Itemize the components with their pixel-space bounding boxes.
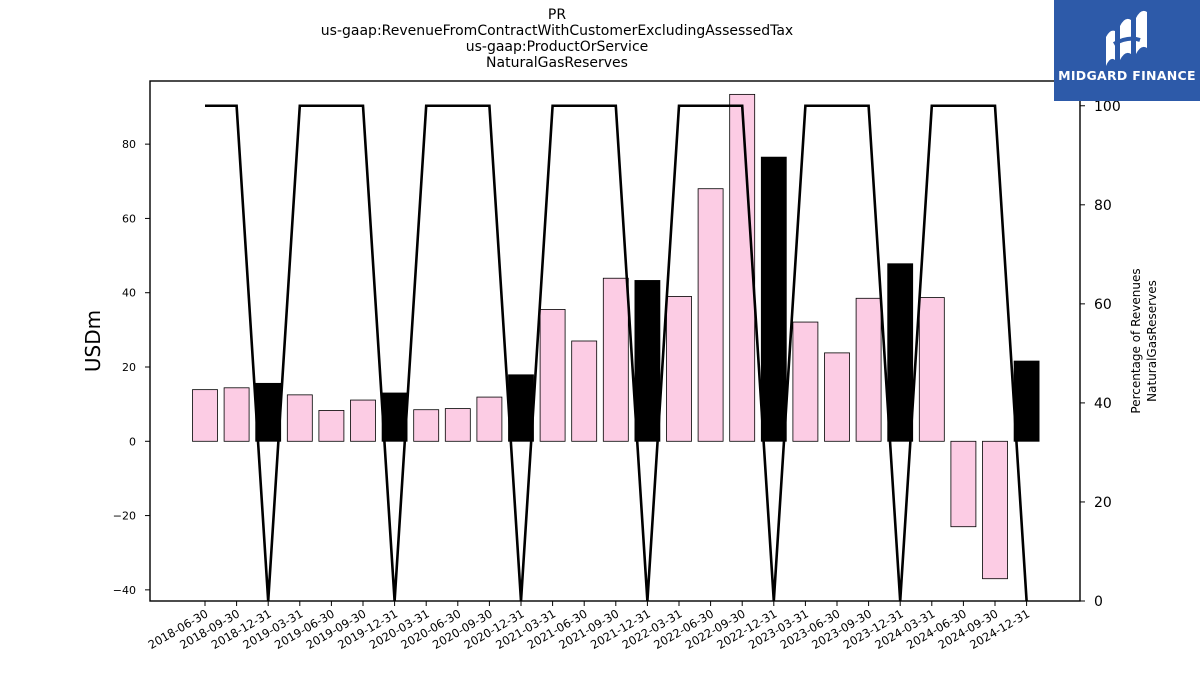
- y-tick-label: 80: [122, 138, 136, 151]
- y2-tick-label: 0: [1094, 594, 1103, 610]
- bar: [1013, 360, 1040, 442]
- y-axis-label: USDm: [81, 310, 105, 372]
- bar: [350, 399, 376, 442]
- bar: [413, 409, 440, 442]
- bar: [918, 297, 945, 442]
- bar: [697, 188, 724, 442]
- logo-text: MIDGARD FINANCE: [1058, 68, 1196, 83]
- bar: [602, 277, 629, 442]
- bar: [255, 382, 282, 442]
- bar: [824, 352, 850, 442]
- bar: [223, 387, 250, 442]
- logo-mark-icon: [1106, 10, 1147, 67]
- title-line-3: us-gaap:ProductOrService: [465, 39, 649, 55]
- y-tick-label: −40: [113, 584, 136, 597]
- bar: [539, 309, 566, 442]
- y2-axis-label-line-1: Percentage of Revenues: [1129, 268, 1143, 413]
- bar: [381, 392, 408, 442]
- title-line-2: us-gaap:RevenueFromContractWithCustomerE…: [320, 23, 794, 39]
- y2-tick-label: 40: [1094, 396, 1112, 412]
- bar: [444, 408, 471, 442]
- y2-tick-label: 60: [1094, 297, 1112, 313]
- bar: [318, 410, 345, 442]
- series-line: [205, 104, 1028, 602]
- y-tick-label: −20: [113, 510, 136, 523]
- bar: [508, 374, 534, 442]
- title-line-4: NaturalGasReserves: [486, 55, 628, 71]
- y2-tick-label: 20: [1094, 495, 1112, 511]
- title-line-1: PR: [547, 7, 567, 23]
- y2-axis-label-line-2: NaturalGasReserves: [1145, 280, 1159, 402]
- bar: [571, 340, 598, 442]
- y-tick-label: 60: [122, 212, 136, 225]
- bar: [634, 280, 661, 442]
- plot-frame: [149, 80, 1081, 602]
- bar: [476, 396, 503, 442]
- y-tick-label: 0: [129, 435, 136, 448]
- y2-tick-label: 80: [1094, 198, 1112, 214]
- bar: [950, 440, 977, 528]
- bar: [666, 296, 692, 442]
- bar: [760, 156, 787, 442]
- bar: [792, 321, 819, 442]
- y-tick-label: 20: [122, 361, 136, 374]
- midgard-finance-logo: MIDGARD FINANCE: [1054, 0, 1200, 101]
- y2-tick-label: 100: [1094, 99, 1121, 115]
- bar: [855, 297, 882, 442]
- y-tick-label: 40: [122, 287, 136, 300]
- bar: [982, 440, 1008, 580]
- bar: [192, 389, 218, 442]
- bar: [887, 263, 914, 442]
- bar: [729, 93, 756, 442]
- bar: [286, 394, 313, 442]
